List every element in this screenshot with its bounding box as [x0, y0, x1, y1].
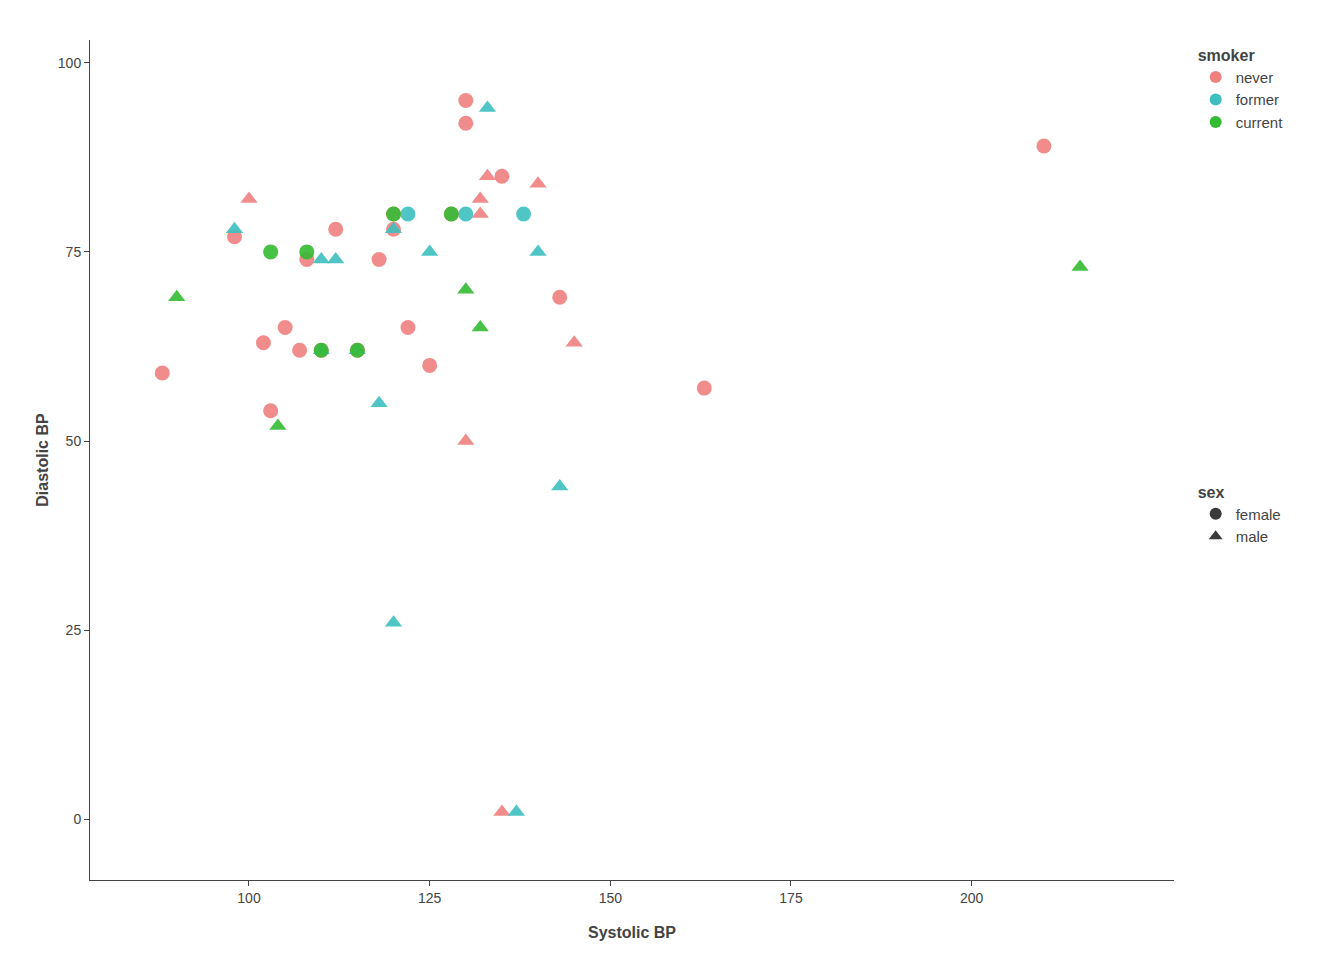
svg-text:100: 100: [58, 55, 82, 71]
svg-text:75: 75: [66, 244, 82, 260]
svg-text:50: 50: [66, 433, 82, 449]
svg-text:0: 0: [73, 811, 81, 827]
svg-text:female: female: [1236, 506, 1281, 523]
svg-text:never: never: [1236, 69, 1274, 86]
svg-text:25: 25: [66, 622, 82, 638]
svg-text:smoker: smoker: [1198, 47, 1255, 64]
svg-text:100: 100: [237, 890, 261, 906]
svg-text:Systolic BP: Systolic BP: [588, 924, 676, 941]
svg-text:125: 125: [418, 890, 442, 906]
svg-text:male: male: [1236, 528, 1269, 545]
svg-text:former: former: [1236, 91, 1279, 108]
svg-text:150: 150: [599, 890, 623, 906]
svg-text:Diastolic BP: Diastolic BP: [34, 413, 51, 507]
svg-text:175: 175: [779, 890, 803, 906]
svg-text:200: 200: [960, 890, 984, 906]
svg-text:sex: sex: [1198, 484, 1225, 501]
svg-text:current: current: [1236, 114, 1284, 131]
